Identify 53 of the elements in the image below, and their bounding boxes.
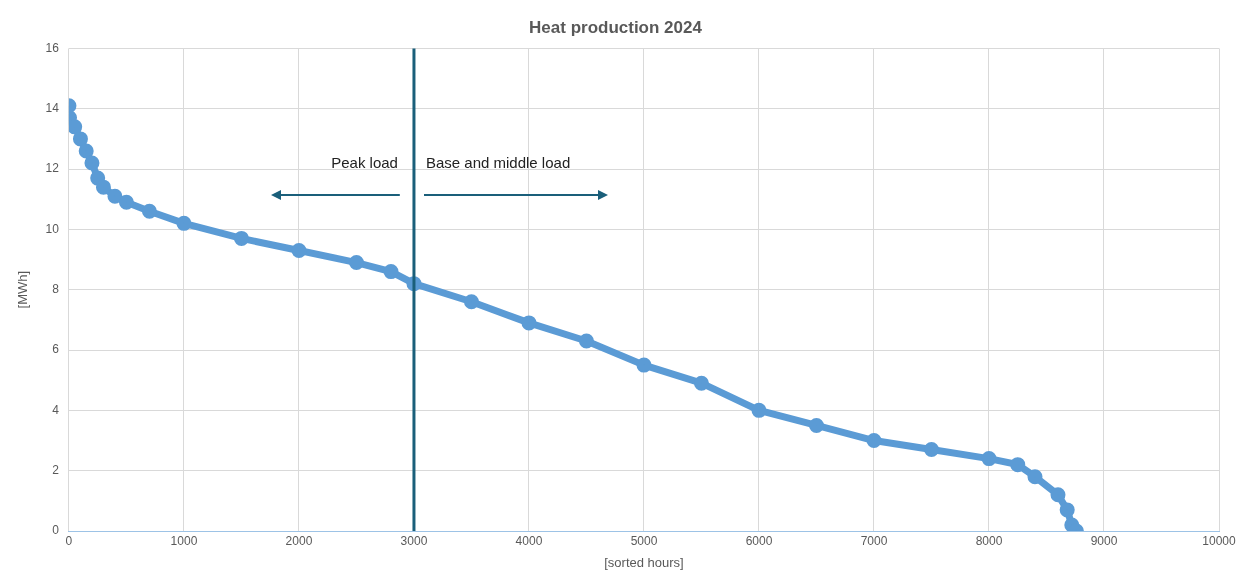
point <box>751 402 767 418</box>
point <box>84 155 100 171</box>
y-tick-label: 12 <box>45 161 60 176</box>
point <box>578 333 594 349</box>
x-tick-label: 1000 <box>170 533 198 548</box>
y-tick-label: 0 <box>52 523 60 538</box>
x-tick-label: 8000 <box>975 533 1003 548</box>
point <box>176 215 192 231</box>
point <box>118 194 134 210</box>
point <box>981 451 997 467</box>
y-tick-label: 6 <box>52 342 60 357</box>
point <box>1027 469 1043 485</box>
point <box>291 242 307 258</box>
point <box>808 417 824 433</box>
point <box>348 255 364 271</box>
x-tick-label: 2000 <box>285 533 313 548</box>
x-tick-label: 6000 <box>745 533 773 548</box>
x-tick-label: 7000 <box>860 533 888 548</box>
point <box>68 119 83 135</box>
point <box>95 179 111 195</box>
annotation: Base and middle load <box>425 154 571 172</box>
annotation: Peak load <box>331 154 398 172</box>
x-tick-label: 9000 <box>1090 533 1118 548</box>
x-tick-label: 3000 <box>400 533 428 548</box>
chart-title: Heat production 2024 <box>529 17 703 37</box>
y-tick-label: 14 <box>45 101 60 116</box>
y-tick-label: 10 <box>45 221 60 236</box>
point <box>1059 502 1075 518</box>
point <box>923 442 939 458</box>
point <box>72 131 88 147</box>
point <box>1010 457 1026 473</box>
point <box>866 433 882 449</box>
point <box>233 230 249 246</box>
point <box>521 315 537 331</box>
point <box>463 294 479 310</box>
x-tick-label: 0 <box>65 533 73 548</box>
y-tick-label: 16 <box>45 40 60 55</box>
y-tick-label: 2 <box>52 462 60 477</box>
y-tick-label: 4 <box>52 402 60 417</box>
point <box>693 375 709 391</box>
point <box>141 203 157 219</box>
x-axis-title: [sorted hours] <box>604 554 684 570</box>
point <box>78 143 94 159</box>
x-tick-label: 5000 <box>630 533 658 548</box>
point <box>1050 487 1066 503</box>
x-tick-label: 4000 <box>515 533 543 548</box>
point <box>636 357 652 373</box>
point <box>383 264 399 280</box>
y-tick-label: 8 <box>52 282 60 297</box>
point <box>90 170 106 186</box>
y-axis-title: [MWh] <box>15 270 31 309</box>
point <box>107 188 123 204</box>
x-tick-label: 10000 <box>1202 533 1237 548</box>
